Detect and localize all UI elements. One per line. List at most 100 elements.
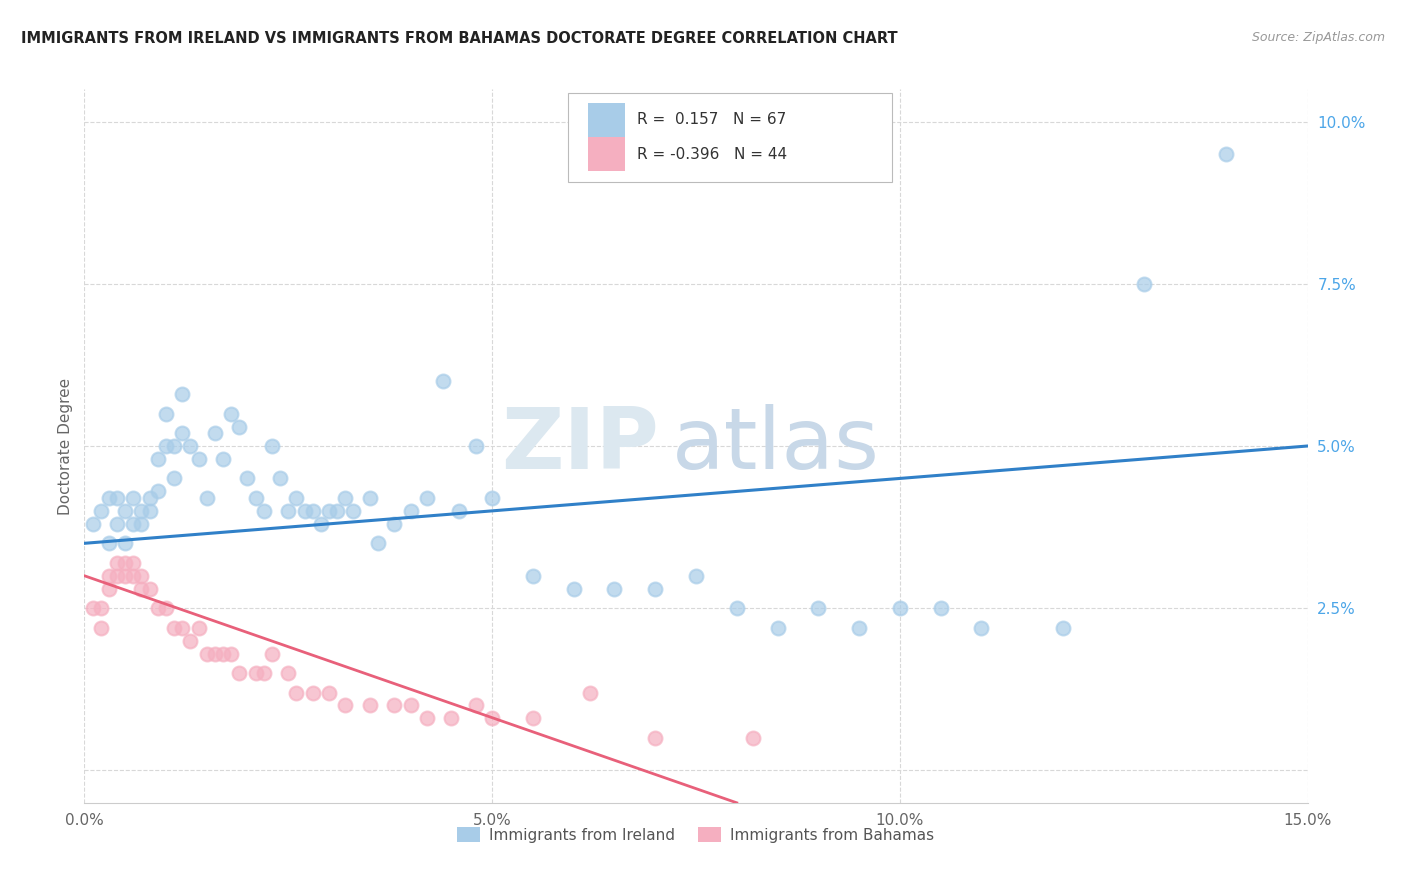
Point [155, 407, 177, 421]
Point [219, 407, 242, 421]
Point [90, 621, 112, 635]
Point [195, 647, 218, 661]
Point [399, 698, 422, 713]
Point [212, 452, 235, 467]
Point [90, 504, 112, 518]
Point [172, 425, 194, 440]
Point [131, 516, 153, 531]
Point [889, 601, 911, 615]
Point [807, 601, 830, 615]
Point [228, 419, 250, 434]
Point [285, 491, 308, 505]
Point [114, 556, 136, 570]
Point [929, 601, 952, 615]
Point [481, 711, 503, 725]
Point [82, 601, 104, 615]
Point [114, 504, 136, 518]
Point [228, 666, 250, 681]
Point [416, 711, 439, 725]
Point [204, 425, 226, 440]
Point [97, 568, 120, 582]
Point [603, 582, 626, 596]
Point [685, 568, 707, 582]
Point [464, 698, 486, 713]
Text: Source: ZipAtlas.com: Source: ZipAtlas.com [1251, 31, 1385, 45]
Point [245, 666, 267, 681]
FancyBboxPatch shape [588, 137, 626, 171]
Point [195, 491, 218, 505]
Text: ZIP: ZIP [502, 404, 659, 488]
Point [187, 621, 209, 635]
Point [1052, 621, 1074, 635]
Point [97, 536, 120, 550]
Point [359, 698, 381, 713]
Point [579, 685, 602, 699]
Point [1133, 277, 1156, 291]
Point [644, 582, 666, 596]
Point [138, 582, 160, 596]
Point [146, 601, 169, 615]
Point [122, 516, 145, 531]
Point [1215, 147, 1237, 161]
Point [326, 504, 349, 518]
Point [82, 516, 104, 531]
Point [105, 516, 128, 531]
Point [367, 536, 389, 550]
Point [562, 582, 585, 596]
Point [172, 387, 194, 401]
Point [644, 731, 666, 745]
Y-axis label: Doctorate Degree: Doctorate Degree [58, 377, 73, 515]
Point [245, 491, 267, 505]
Point [725, 601, 748, 615]
Point [742, 731, 765, 745]
Text: R = -0.396   N = 44: R = -0.396 N = 44 [637, 146, 787, 161]
Point [138, 491, 160, 505]
Point [236, 471, 259, 485]
Text: IMMIGRANTS FROM IRELAND VS IMMIGRANTS FROM BAHAMAS DOCTORATE DEGREE CORRELATION : IMMIGRANTS FROM IRELAND VS IMMIGRANTS FR… [21, 31, 897, 46]
Point [163, 471, 186, 485]
Legend: Immigrants from Ireland, Immigrants from Bahamas: Immigrants from Ireland, Immigrants from… [451, 821, 941, 848]
Point [335, 698, 357, 713]
Point [97, 582, 120, 596]
Point [163, 621, 186, 635]
FancyBboxPatch shape [568, 93, 891, 182]
Point [122, 491, 145, 505]
Point [318, 685, 340, 699]
Point [464, 439, 486, 453]
Point [318, 504, 340, 518]
Point [253, 666, 276, 681]
Point [90, 601, 112, 615]
Point [122, 556, 145, 570]
Point [277, 504, 299, 518]
Point [382, 516, 405, 531]
Point [432, 374, 454, 388]
Point [105, 556, 128, 570]
Point [382, 698, 405, 713]
Point [301, 504, 323, 518]
Point [212, 647, 235, 661]
Point [114, 536, 136, 550]
Point [342, 504, 364, 518]
Text: atlas: atlas [672, 404, 880, 488]
Point [260, 439, 283, 453]
Point [309, 516, 332, 531]
Point [269, 471, 291, 485]
Point [131, 504, 153, 518]
Point [105, 568, 128, 582]
Point [848, 621, 870, 635]
Point [335, 491, 357, 505]
Point [277, 666, 299, 681]
Point [163, 439, 186, 453]
Point [522, 711, 544, 725]
Point [219, 647, 242, 661]
Point [179, 439, 201, 453]
Point [131, 568, 153, 582]
Point [105, 491, 128, 505]
Point [416, 491, 439, 505]
Point [97, 491, 120, 505]
Point [766, 621, 789, 635]
Point [522, 568, 544, 582]
Point [122, 568, 145, 582]
Point [131, 582, 153, 596]
Point [260, 647, 283, 661]
